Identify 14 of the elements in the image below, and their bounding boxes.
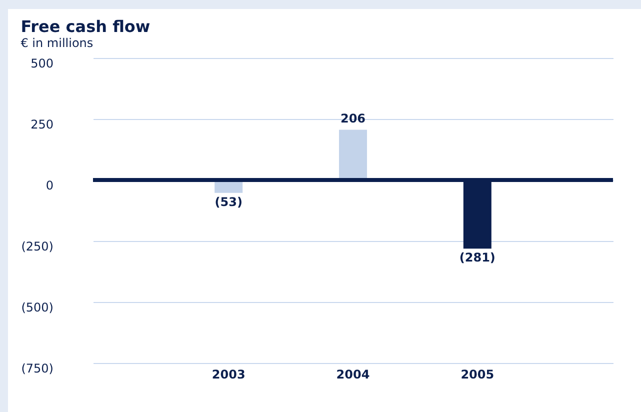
y-tick-label: 0 bbox=[46, 178, 54, 192]
y-tick-label: (500) bbox=[21, 300, 54, 314]
y-tick-label: (250) bbox=[21, 240, 54, 254]
data-label: 206 bbox=[340, 112, 366, 126]
data-label: (53) bbox=[214, 194, 242, 209]
y-tick-label: 250 bbox=[30, 118, 54, 132]
x-tick-label: 2003 bbox=[212, 368, 246, 382]
chart-subtitle: € in millions bbox=[20, 36, 94, 50]
data-label: (281) bbox=[459, 250, 496, 265]
x-tick-label: 2004 bbox=[336, 368, 370, 382]
chart-title: Free cash flow bbox=[20, 17, 150, 36]
y-tick-label: (750) bbox=[21, 362, 54, 376]
y-tick-label: 500 bbox=[30, 56, 54, 70]
x-tick-label: 2005 bbox=[460, 368, 494, 382]
